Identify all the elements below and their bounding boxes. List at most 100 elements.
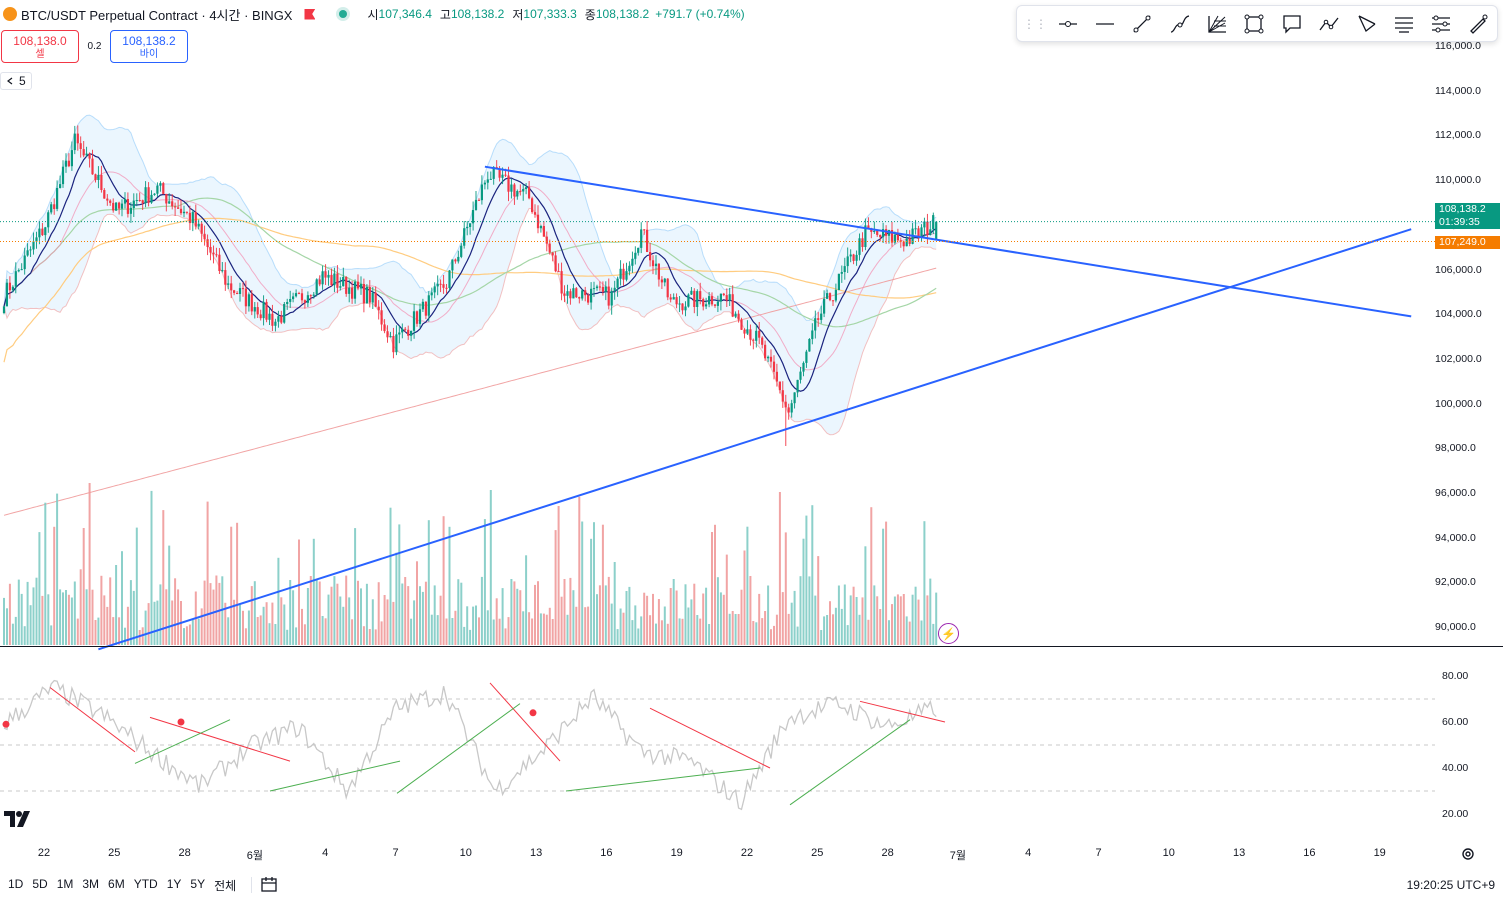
candle-body bbox=[345, 277, 348, 294]
flag-icon[interactable] bbox=[304, 8, 316, 20]
volume-bar bbox=[846, 625, 849, 645]
candle bbox=[719, 293, 722, 311]
clock[interactable]: 19:20:25 UTC+9 bbox=[1406, 878, 1495, 892]
sell-button[interactable]: 108,138.0 셀 bbox=[1, 30, 79, 63]
range-button[interactable]: 6M bbox=[108, 876, 125, 891]
volume-bar bbox=[696, 615, 699, 645]
candle bbox=[227, 275, 230, 290]
candle-body bbox=[713, 304, 717, 306]
trend-line-icon[interactable] bbox=[1124, 5, 1161, 42]
candle-body bbox=[592, 288, 596, 290]
volume-bar bbox=[416, 561, 418, 645]
pencil-icon[interactable] bbox=[1460, 5, 1497, 42]
range-button[interactable]: 3M bbox=[82, 876, 100, 891]
buy-button[interactable]: 108,138.2 바이 bbox=[110, 30, 188, 63]
candle bbox=[828, 292, 832, 302]
candle-body bbox=[194, 212, 197, 227]
horizontal-ray-icon[interactable] bbox=[1049, 5, 1086, 42]
candle bbox=[53, 198, 56, 215]
candle bbox=[185, 211, 188, 215]
horizontal-line-icon[interactable] bbox=[1086, 5, 1123, 42]
list-icon[interactable] bbox=[1385, 5, 1422, 42]
volume-bar bbox=[121, 551, 123, 645]
candle-body bbox=[569, 291, 572, 299]
tradingview-logo-icon[interactable] bbox=[4, 811, 34, 827]
volume-bar bbox=[820, 630, 823, 645]
candle-body bbox=[188, 212, 191, 224]
candle bbox=[168, 193, 171, 204]
brush-icon[interactable] bbox=[1161, 5, 1198, 42]
candle bbox=[896, 228, 899, 242]
range-button[interactable]: 1D bbox=[8, 876, 24, 891]
volume-bar bbox=[206, 501, 209, 645]
candle bbox=[303, 299, 306, 309]
candle-body bbox=[719, 293, 722, 302]
open-label: 시 bbox=[367, 7, 379, 22]
volume-bar bbox=[702, 593, 705, 645]
angle-icon[interactable] bbox=[1348, 5, 1385, 42]
range-button[interactable]: 5Y bbox=[190, 876, 206, 891]
candle bbox=[575, 287, 578, 298]
volume-bar bbox=[905, 616, 908, 645]
volume-bar bbox=[324, 618, 327, 645]
volume-bar bbox=[321, 616, 324, 645]
candle-body bbox=[368, 287, 371, 303]
volume-bar bbox=[436, 615, 439, 645]
volume-bar bbox=[893, 596, 896, 645]
rectangle-icon[interactable] bbox=[1236, 5, 1273, 42]
volume-bar bbox=[749, 576, 752, 645]
volume-bar bbox=[478, 617, 480, 645]
rsi-divergence-bull bbox=[565, 767, 761, 792]
candle-body bbox=[840, 272, 843, 274]
range-button[interactable]: 5D bbox=[32, 876, 48, 891]
candle-body bbox=[616, 278, 619, 288]
candle-body bbox=[831, 300, 835, 302]
candle bbox=[73, 125, 76, 155]
range-button[interactable]: YTD bbox=[133, 876, 158, 891]
volume-bar bbox=[714, 524, 716, 645]
volume-bar bbox=[197, 618, 200, 645]
range-button[interactable]: 전체 bbox=[214, 878, 237, 893]
volume-bar bbox=[855, 597, 858, 645]
candle-body bbox=[767, 356, 770, 359]
candle bbox=[445, 284, 448, 294]
lightning-icon[interactable]: ⚡ bbox=[938, 623, 959, 644]
range-button[interactable]: 1Y bbox=[166, 876, 182, 891]
volume-bar bbox=[598, 585, 601, 645]
symbol-title[interactable]: BTC/USDT Perpetual Contract · 4시간 · BING… bbox=[21, 7, 293, 23]
fib-fan-icon[interactable] bbox=[1198, 5, 1235, 42]
candle-body bbox=[292, 296, 295, 300]
sell-label: 셀 bbox=[35, 49, 45, 60]
candle-body bbox=[412, 311, 416, 331]
candle bbox=[233, 289, 236, 296]
volume-bar bbox=[147, 603, 150, 645]
settings-list-icon[interactable] bbox=[1422, 5, 1459, 42]
chart-settings-icon[interactable] bbox=[1461, 847, 1475, 861]
trendline-2[interactable] bbox=[98, 228, 1412, 651]
volume-bar bbox=[250, 586, 253, 645]
candle bbox=[353, 279, 357, 304]
range-button[interactable]: 1M bbox=[56, 876, 74, 891]
candle-body bbox=[539, 226, 542, 229]
volume-bar bbox=[289, 580, 292, 645]
indicator-count: 5 bbox=[19, 74, 26, 88]
drag-handle-icon[interactable]: ⋮⋮ bbox=[1023, 16, 1047, 31]
candle-body bbox=[740, 319, 743, 330]
volume-bar bbox=[475, 605, 477, 645]
candle bbox=[253, 302, 256, 319]
candle-body bbox=[805, 351, 808, 363]
candle bbox=[566, 284, 569, 304]
sell-price: 108,138.0 bbox=[13, 34, 67, 48]
candle-body bbox=[44, 227, 47, 236]
candle-body bbox=[471, 210, 475, 224]
calendar-goto-icon[interactable] bbox=[260, 877, 278, 893]
candle bbox=[35, 231, 38, 249]
candle-body bbox=[23, 255, 26, 270]
polyline-icon[interactable] bbox=[1310, 5, 1347, 42]
callout-icon[interactable] bbox=[1273, 5, 1310, 42]
candle bbox=[318, 275, 321, 287]
candle bbox=[578, 296, 581, 304]
volume-bar bbox=[404, 577, 407, 645]
indicator-legend-toggle[interactable]: 5 bbox=[0, 72, 32, 90]
